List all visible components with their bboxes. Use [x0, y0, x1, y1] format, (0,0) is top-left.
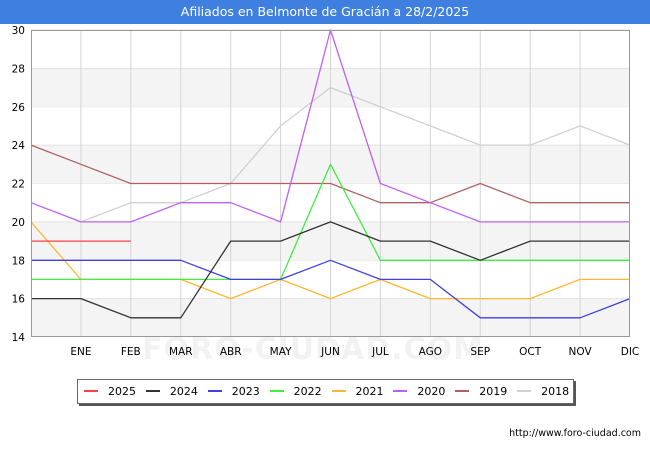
series-line-2024: [31, 221, 630, 319]
y-tick-label: 18: [12, 255, 25, 267]
y-tick-label: 22: [12, 179, 25, 191]
legend-label: 2025: [108, 385, 136, 398]
x-tick-label: JUN: [320, 346, 340, 358]
x-tick-label: MAR: [169, 346, 193, 358]
legend-swatch: [331, 390, 346, 392]
x-tick-label: AGO: [419, 346, 442, 358]
series-line-2023: [31, 259, 631, 319]
legend-swatch: [269, 390, 284, 392]
x-tick-label: SEP: [470, 346, 490, 358]
chart-title: Afiliados en Belmonte de Gracián a 28/2/…: [180, 4, 470, 19]
legend-item-2024: 2024: [145, 380, 198, 403]
y-axis-ticks: 14 16 18 20 22 24 26 28 30: [12, 25, 26, 344]
legend-label: 2024: [169, 385, 198, 398]
x-tick-label: NOV: [569, 346, 593, 358]
legend-item-2023: 2023: [207, 380, 260, 403]
legend-label: 2021: [355, 385, 384, 398]
legend-item-2018: 2018: [517, 380, 569, 403]
y-tick-label: 14: [12, 332, 26, 344]
legend-item-2019: 2019: [455, 380, 507, 403]
series-line-2019: [30, 144, 630, 204]
x-tick-label: MAY: [270, 346, 292, 358]
x-tick-label: DIC: [621, 346, 640, 358]
legend-label: 2018: [541, 385, 570, 398]
source-url: http://www.foro-ciudad.com: [509, 428, 641, 439]
x-axis-ticks: ENE FEB MAR ABR MAY JUN JUL AGO SEP OCT NOV DIC: [70, 346, 639, 358]
series-line-2022: [31, 163, 630, 281]
legend-label: 2023: [231, 385, 260, 398]
x-tick-label: FEB: [121, 346, 141, 358]
y-tick-label: 26: [12, 102, 26, 114]
legend-swatch: [145, 390, 160, 392]
legend-item-2020: 2020: [393, 380, 445, 403]
x-tick-label: OCT: [519, 346, 542, 358]
legend-item-2022: 2022: [269, 380, 322, 403]
title-bar: [0, 0, 650, 24]
x-tick-label: ENE: [70, 346, 91, 358]
legend: 2025 2024 2023 2022 2021 2020 2019 2018: [77, 379, 574, 404]
legend-swatch: [393, 390, 408, 392]
plot-frame: [31, 30, 630, 337]
x-tick-label: JUL: [371, 346, 389, 358]
legend-swatch: [84, 390, 98, 392]
legend-swatch: [455, 390, 470, 392]
y-tick-label: 28: [12, 63, 25, 75]
legend-label: 2020: [417, 385, 446, 398]
y-tick-label: 20: [12, 217, 25, 229]
legend-label: 2019: [479, 385, 508, 398]
y-tick-label: 30: [12, 25, 25, 37]
legend-label: 2022: [293, 385, 322, 398]
series-line-2018: [80, 86, 631, 223]
legend-swatch: [517, 390, 532, 392]
legend-swatch: [207, 390, 222, 392]
x-tick-label: ABR: [220, 346, 242, 358]
y-tick-label: 24: [12, 140, 26, 152]
legend-item-2025: 2025: [84, 380, 136, 403]
watermark: FORO-CIUDAD.COM: [142, 332, 484, 367]
legend-item-2021: 2021: [331, 380, 384, 403]
y-tick-label: 16: [12, 294, 26, 306]
